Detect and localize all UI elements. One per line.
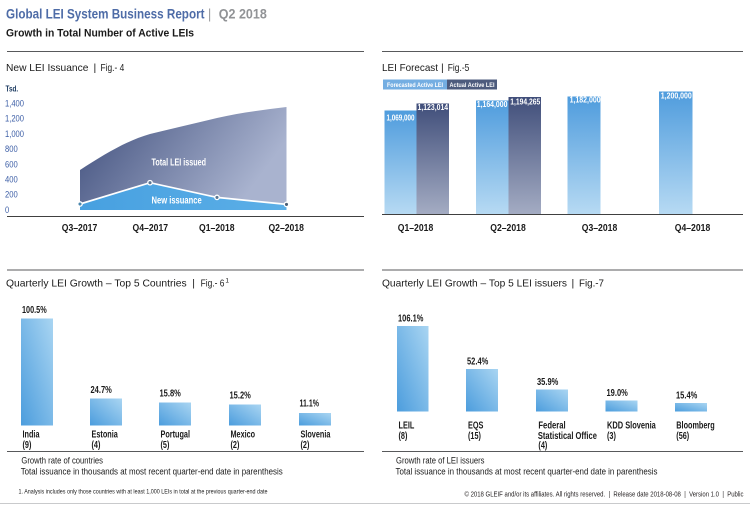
svg-text:Q2–2018: Q2–2018 [268,222,304,234]
svg-text:Growth rate of LEI issuers: Growth rate of LEI issuers [396,456,485,466]
svg-text:Q3–2018: Q3–2018 [582,222,618,234]
svg-text:Forecasted Active LEI: Forecasted Active LEI [387,82,443,89]
svg-text:India: India [23,430,40,441]
svg-text:(56): (56) [676,431,689,442]
svg-text:35.9%: 35.9% [537,377,558,388]
svg-text:Fig.-7: Fig.-7 [579,278,604,290]
svg-text:Mexico: Mexico [231,430,256,441]
svg-text:15.2%: 15.2% [230,391,251,402]
svg-text:52.4%: 52.4% [467,357,488,368]
svg-text:Q1–2018: Q1–2018 [199,222,235,234]
svg-text:600: 600 [5,159,18,170]
svg-text:Statistical Office: Statistical Office [538,431,597,442]
svg-text:Q2 2018: Q2 2018 [219,6,267,22]
svg-text:(4): (4) [92,440,101,451]
svg-text:Quarterly LEI Growth – Top 5 C: Quarterly LEI Growth – Top 5 Countries [6,278,187,290]
svg-text:800: 800 [5,144,18,155]
svg-text:(8): (8) [399,431,408,442]
svg-text:EQS: EQS [468,421,484,432]
svg-text:Fig.-5: Fig.-5 [448,62,470,74]
svg-text:100.5%: 100.5% [22,305,47,316]
svg-text:Quarterly LEI Growth – Top 5 L: Quarterly LEI Growth – Top 5 LEI issuers [382,278,567,290]
svg-text:Estonia: Estonia [92,430,119,441]
svg-text:19.0%: 19.0% [607,388,628,399]
svg-text:Total LEI issued: Total LEI issued [152,158,207,169]
svg-text:(5): (5) [161,440,170,451]
svg-text:200: 200 [5,190,18,201]
svg-text:15.8%: 15.8% [160,389,181,400]
svg-text:(15): (15) [468,431,481,442]
svg-text:1,194,265: 1,194,265 [510,97,540,106]
svg-text:(3): (3) [607,431,616,442]
svg-text:Actual Active LEI: Actual Active LEI [450,82,495,89]
svg-text:1,200,000: 1,200,000 [661,91,692,100]
svg-text:|: | [572,278,575,290]
svg-text:New issuance: New issuance [152,196,203,207]
svg-text:1,069,000: 1,069,000 [387,114,415,123]
svg-text:KDD Slovenia: KDD Slovenia [607,421,656,432]
svg-text:Slovenia: Slovenia [301,430,331,441]
svg-text:(2): (2) [301,440,310,451]
svg-text:1,200: 1,200 [5,114,24,125]
svg-text:Fig.- 6: Fig.- 6 [201,278,225,290]
svg-text:LEI Forecast: LEI Forecast [382,62,438,74]
svg-text:0: 0 [5,205,9,216]
svg-text:24.7%: 24.7% [91,385,112,396]
svg-text:Tsd.: Tsd. [6,85,19,94]
svg-text:(2): (2) [231,440,240,451]
svg-text:15.4%: 15.4% [676,391,697,402]
svg-text:Total issuance in thousands at: Total issuance in thousands at most rece… [396,467,658,477]
svg-text:Q2–2018: Q2–2018 [490,222,526,234]
svg-text:|: | [94,62,97,74]
svg-text:|: | [208,6,212,22]
svg-text:1,000: 1,000 [5,129,24,140]
svg-text:106.1%: 106.1% [398,314,423,325]
svg-text:Growth in Total Number of Acti: Growth in Total Number of Active LEIs [6,28,194,40]
svg-text:Q1–2018: Q1–2018 [398,222,434,234]
svg-text:1,123,014: 1,123,014 [418,103,449,112]
svg-text:Q4–2018: Q4–2018 [675,222,711,234]
svg-text:Bloomberg: Bloomberg [676,421,714,432]
svg-text:1: 1 [225,278,229,285]
svg-text:© 2018 GLEIF and/or its affili: © 2018 GLEIF and/or its affiliates. All … [465,490,744,498]
svg-text:11.1%: 11.1% [300,399,320,410]
svg-text:Q4–2017: Q4–2017 [133,222,169,234]
svg-text:Global LEI System Business Rep: Global LEI System Business Report [6,6,205,22]
svg-text:|: | [192,278,195,290]
svg-text:1,400: 1,400 [5,98,24,109]
svg-text:Q3–2017: Q3–2017 [62,222,98,234]
svg-text:Fig.- 4: Fig.- 4 [101,62,125,74]
svg-text:New LEI Issuance: New LEI Issuance [6,62,89,74]
svg-text:Growth rate of countries: Growth rate of countries [21,456,103,466]
svg-text:|: | [441,62,444,74]
svg-text:1. Analysis includes only thos: 1. Analysis includes only those countrie… [19,488,268,495]
svg-text:Federal: Federal [538,421,565,432]
svg-text:Portugal: Portugal [161,430,191,441]
svg-text:LEIL: LEIL [399,421,415,432]
svg-text:(9): (9) [23,440,32,451]
svg-text:1,182,000: 1,182,000 [570,96,601,105]
svg-text:400: 400 [5,175,18,186]
svg-text:(4): (4) [538,441,547,452]
svg-text:1,164,000: 1,164,000 [477,100,508,109]
svg-text:Total issuance in thousands at: Total issuance in thousands at most rece… [21,467,283,477]
